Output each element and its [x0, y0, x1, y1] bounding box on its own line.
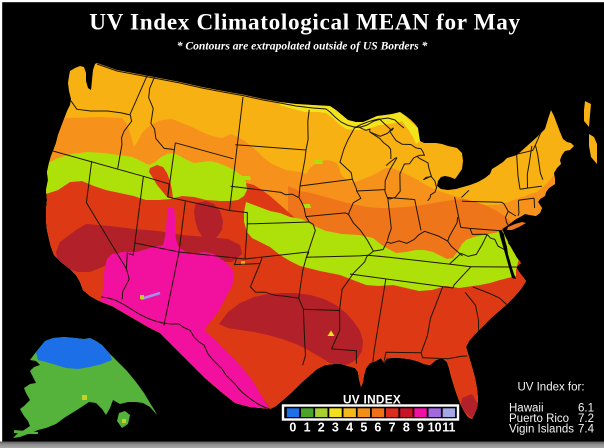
svg-text:UV Index Climatological MEAN f: UV Index Climatological MEAN for May — [89, 10, 521, 36]
svg-text:Puerto Rico: Puerto Rico — [509, 413, 569, 425]
svg-text:3: 3 — [332, 421, 339, 435]
svg-text:UV INDEX: UV INDEX — [343, 393, 401, 407]
svg-text:Vigin Islands: Vigin Islands — [509, 424, 574, 436]
svg-text:7.4: 7.4 — [578, 424, 595, 436]
svg-text:10: 10 — [428, 421, 442, 435]
svg-text:* Contours are extrapolated ou: * Contours are extrapolated outside of U… — [177, 40, 428, 53]
svg-text:0: 0 — [289, 421, 296, 435]
svg-text:5: 5 — [360, 421, 367, 435]
svg-text:UV Index for:: UV Index for: — [517, 382, 584, 394]
svg-text:7.2: 7.2 — [578, 413, 594, 425]
svg-text:1: 1 — [304, 421, 311, 435]
svg-text:9: 9 — [417, 421, 424, 435]
svg-text:11: 11 — [442, 421, 455, 435]
svg-text:7: 7 — [389, 421, 396, 435]
svg-text:6.1: 6.1 — [578, 403, 594, 415]
svg-text:Hawaii: Hawaii — [509, 403, 544, 415]
svg-text:4: 4 — [346, 421, 353, 435]
svg-text:8: 8 — [403, 421, 410, 435]
svg-text:6: 6 — [374, 421, 381, 435]
svg-text:2: 2 — [318, 421, 325, 435]
